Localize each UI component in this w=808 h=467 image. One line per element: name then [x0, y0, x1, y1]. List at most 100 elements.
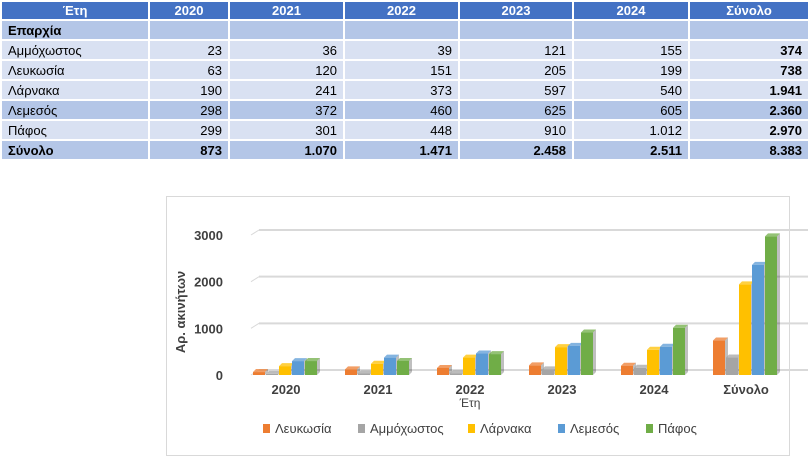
bar-Λεμεσός [384, 357, 396, 375]
bar-top [358, 370, 373, 374]
row-label: Αμμόχωστος [0, 39, 150, 61]
bar-Λευκωσία [621, 365, 633, 375]
column-header: Σύνολο [688, 0, 808, 21]
empty-cell [148, 19, 230, 41]
cell-value: 2.458 [458, 139, 574, 161]
x-tick-label: 2020 [272, 382, 301, 397]
cell-value: 190 [148, 79, 230, 101]
chart: 0 1000 2000 3000 2020 2021 2022 2023 2024 Σύνολο Έ… [166, 196, 808, 456]
y-axis-title: Αρ. ακινήτων [173, 271, 188, 353]
legend-swatch-Αμμόχωστος [358, 424, 365, 433]
bar-top [384, 354, 399, 358]
grand-total: 8.383 [688, 139, 808, 161]
row-label: Σύνολο [0, 139, 150, 161]
bar-side [317, 358, 320, 375]
legend-label: Πάφος [658, 421, 697, 436]
cell-value: 241 [228, 79, 345, 101]
bar-Λάρνακα [371, 363, 383, 375]
bar-top [292, 358, 307, 362]
legend-swatch-Πάφος [646, 424, 653, 433]
cell-value: 155 [572, 39, 690, 61]
empty-cell [228, 19, 345, 41]
cell-value: 910 [458, 119, 574, 141]
bar-Αμμόχωστος [266, 373, 278, 375]
bar-Λάρνακα [279, 366, 291, 375]
bar-top [489, 351, 504, 355]
bar-top [450, 370, 465, 374]
bar-top [660, 343, 675, 347]
y-tick-label: 0 [216, 368, 223, 383]
bar-side [265, 369, 268, 375]
bar-top [463, 354, 478, 358]
cell-value: 873 [148, 139, 230, 161]
bar-top [673, 324, 688, 328]
bar-side [357, 366, 360, 375]
bar-Λάρνακα [463, 357, 475, 375]
bar-Αμμόχωστος [634, 367, 646, 375]
bar-top [568, 342, 583, 346]
cell-value: 1.012 [572, 119, 690, 141]
bar-top [397, 357, 412, 361]
bar-Λεμεσός [660, 346, 672, 375]
column-header: 2024 [572, 0, 690, 21]
bar-Λάρνακα [555, 347, 567, 375]
bar-Αμμόχωστος [450, 373, 462, 375]
table-row: Λάρνακα 190 241 373 597 540 1.941 [0, 79, 808, 101]
gridline-depth [250, 322, 260, 329]
header-row: Έτη 2020 2021 2022 2023 2024 Σύνολο [0, 0, 808, 21]
cell-value: 372 [228, 99, 345, 121]
column-header: Έτη [0, 0, 150, 21]
cell-value: 460 [343, 99, 460, 121]
cell-value: 625 [458, 99, 574, 121]
bar-top [266, 370, 281, 374]
bar-Αμμόχωστος [542, 369, 554, 375]
cell-value: 205 [458, 59, 574, 81]
y-tick-label: 3000 [194, 228, 223, 243]
legend-swatch-Λεμεσός [558, 424, 565, 433]
bar-Λευκωσία [437, 367, 449, 375]
bar-top [253, 369, 268, 373]
bar-side [501, 351, 504, 375]
table-row: Λεμεσός 298 372 460 625 605 2.360 [0, 99, 808, 121]
cell-value: 597 [458, 79, 574, 101]
data-table: Έτη 2020 2021 2022 2023 2024 Σύνολο Επαρχία Αμμ… [0, 0, 808, 161]
row-total: 1.941 [688, 79, 808, 101]
bar-Αμμόχωστος [726, 357, 738, 375]
bar-Πάφος [581, 332, 593, 375]
table-row: Λευκωσία 63 120 151 205 199 738 [0, 59, 808, 81]
bar-top [529, 362, 544, 366]
x-tick-label: 2024 [640, 382, 670, 397]
y-tick-label: 2000 [194, 275, 223, 290]
section-label: Επαρχία [0, 19, 150, 41]
cell-value: 63 [148, 59, 230, 81]
bar-top [555, 344, 570, 348]
empty-cell [343, 19, 460, 41]
bar-Αμμόχωστος [358, 373, 370, 375]
empty-cell [572, 19, 690, 41]
bar-top [726, 354, 741, 358]
legend-swatch-Λάρνακα [468, 424, 475, 433]
bar-top [345, 366, 360, 370]
cell-value: 120 [228, 59, 345, 81]
row-total: 2.360 [688, 99, 808, 121]
row-label: Λάρνακα [0, 79, 150, 101]
cell-value: 605 [572, 99, 690, 121]
column-header: 2021 [228, 0, 345, 21]
total-row: Σύνολο 873 1.070 1.471 2.458 2.511 8.383 [0, 139, 808, 161]
bar-top [647, 346, 662, 350]
x-tick-label: 2023 [548, 382, 577, 397]
legend-label: Λεμεσός [570, 421, 619, 436]
x-tick-label: Σύνολο [723, 382, 769, 397]
bar-Λεμεσός [752, 264, 764, 375]
cell-value: 2.511 [572, 139, 690, 161]
bar-top [542, 366, 557, 370]
bar-top [634, 364, 649, 368]
bar-Λευκωσία [529, 365, 541, 375]
bar-Πάφος [397, 360, 409, 375]
cell-value: 23 [148, 39, 230, 61]
cell-value: 199 [572, 59, 690, 81]
row-label: Λευκωσία [0, 59, 150, 81]
cell-value: 298 [148, 99, 230, 121]
cell-value: 373 [343, 79, 460, 101]
row-label: Πάφος [0, 119, 150, 141]
